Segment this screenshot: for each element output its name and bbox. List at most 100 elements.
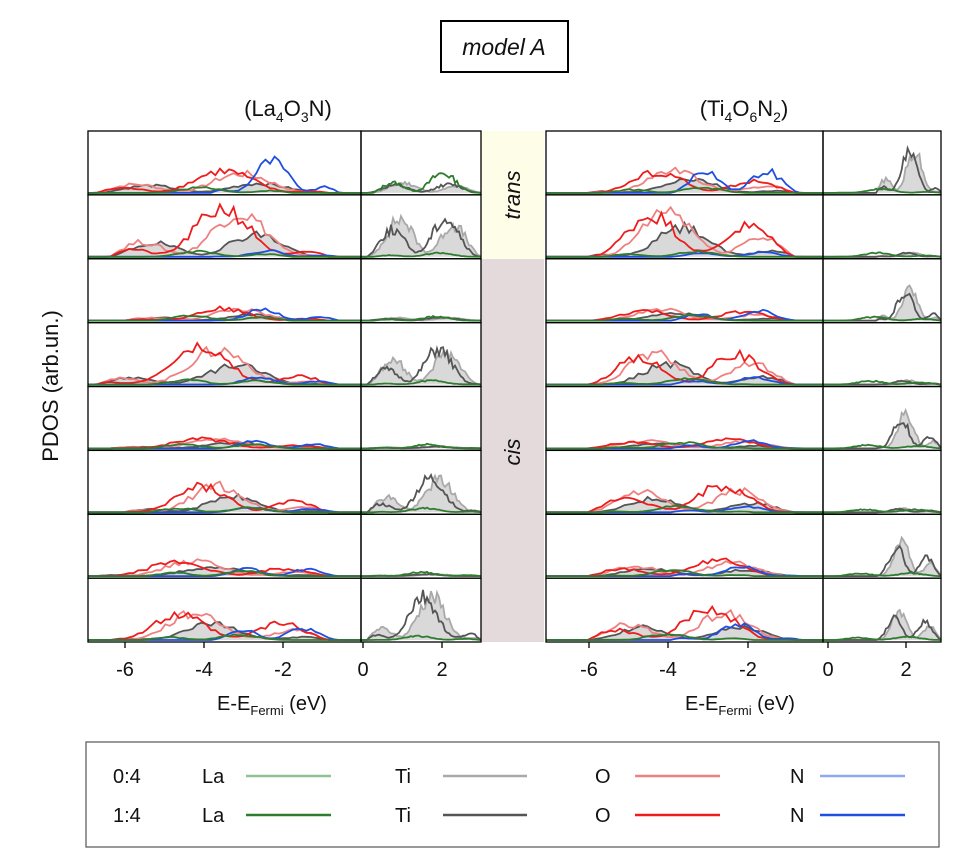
series-la-cb-right-row0: [823, 187, 942, 194]
series-la-cb-right-row5: [823, 508, 942, 514]
panel-left-cb-row6: [360, 513, 482, 579]
series-ti14-cb-left-row1: [361, 217, 482, 258]
series-la-cb-right-row1: [823, 251, 942, 258]
panel-right-cb-row7: [822, 577, 942, 643]
tick-label-left-m2: -2: [274, 659, 292, 681]
series-la-right-row5: [546, 504, 823, 514]
panel-grid: [87, 130, 942, 648]
panel-left-cb-row2: [360, 258, 482, 324]
series-o14-left-row1: [88, 202, 361, 258]
series-ti-cb-left-row1-fill: [361, 216, 481, 257]
series-ti14-cb-left-row5: [361, 472, 482, 514]
panel-right-cb-row2: [822, 258, 942, 324]
series-ti-cb-right-row6-fill: [823, 537, 941, 577]
y-axis-label: PDOS (arb.un.): [38, 310, 63, 462]
chart-title: model A: [462, 34, 546, 60]
legend-label-la-1: La: [202, 805, 225, 827]
series-ti14-cb-left-row3: [361, 345, 482, 386]
panel-right-cb-row6: [822, 513, 942, 579]
x-axis-label-left: E-EFermi (eV): [217, 693, 327, 718]
series-la-right-row6: [546, 569, 823, 577]
series-la-cb-left-row5: [361, 506, 482, 514]
panel-left-vb-row0: [87, 130, 362, 196]
series-o04-left-row5: [88, 480, 361, 514]
series-ti-left-row3-fill: [88, 363, 361, 385]
legend: 0:4 1:4 La Ti O N La Ti O N: [85, 741, 940, 848]
series-la-cb-left-row4: [361, 442, 482, 450]
series-la-right-row3: [546, 377, 823, 386]
legend-label-o-0: O: [595, 766, 611, 788]
legend-label-ti-1: Ti: [395, 805, 411, 827]
panel-right-cb-row3: [822, 321, 942, 388]
tick-label-right-m2: -2: [739, 659, 757, 681]
series-ti-cb-left-row1: [361, 213, 482, 258]
series-ti-cb-right-row4: [823, 407, 942, 450]
tick-label-left-2: 2: [436, 659, 447, 681]
series-ti-cb-right-row4-fill: [823, 410, 941, 449]
series-la-right-row1: [546, 250, 823, 258]
tick-label-right-m6: -6: [580, 659, 598, 681]
legend-label-n-0: N: [790, 766, 804, 788]
series-la-cb-left-row2: [361, 315, 482, 322]
legend-box: [85, 741, 940, 848]
series-la-left-row0: [88, 186, 361, 194]
tick-label-left-m6: -6: [116, 659, 134, 681]
title-box: [440, 20, 569, 73]
panel-left-cb-row4: [360, 385, 482, 452]
panel-right-vb-row7: [545, 577, 824, 643]
series-la-cb-left-row7: [361, 634, 482, 641]
series-la-cb-right-row4: [823, 443, 942, 450]
series-ti-cb-left-row3: [361, 349, 482, 386]
series-la-cb-right-row3: [823, 379, 942, 386]
series-la-cb-left-row1: [361, 251, 482, 258]
series-ti-cb-right-row6: [823, 535, 942, 577]
panel-left-cb-row0: [360, 130, 482, 196]
legend-label-o-1: O: [595, 805, 611, 827]
series-ti-right-row1-fill: [546, 222, 823, 257]
tick-label-right-2: 2: [900, 659, 911, 681]
series-la-cb-left-row6: [361, 570, 482, 577]
series-la-right-row0: [546, 186, 823, 194]
series-o14-left-row0: [88, 167, 361, 194]
series-ti-cb-left-row0-fill: [361, 181, 481, 193]
series-la-left-row4: [88, 442, 361, 450]
series-ti-cb-right-row2: [823, 284, 942, 322]
group-label-right: (Ti4O6N2): [700, 96, 789, 125]
series-ti-left-row7-fill: [88, 622, 361, 640]
series-la-left-row6: [88, 569, 361, 577]
series-ti-left-row5-fill: [88, 494, 361, 513]
series-la-left-row1: [88, 249, 361, 258]
cis-label: cis: [500, 439, 525, 466]
series-ti-cb-left-row5: [361, 473, 482, 514]
x-axis-label-right: E-EFermi (eV): [685, 693, 795, 718]
series-la-left-row5: [88, 506, 361, 514]
legend-ratio-0: 0:4: [113, 766, 141, 788]
series-la-right-row7: [546, 633, 823, 641]
series-la-left-row3: [88, 378, 361, 386]
legend-label-ti-0: Ti: [395, 766, 411, 788]
series-ti-left-row4-fill: [88, 442, 361, 449]
series-la-cb-right-row7: [823, 635, 941, 641]
tick-label-right-0: 0: [822, 659, 833, 681]
panel-left-cb-row7: [360, 577, 482, 643]
series-ti-right-row7-fill: [546, 625, 823, 640]
series-o04-right-row5: [546, 486, 823, 514]
panel-right-vb-row4: [545, 385, 824, 452]
series-ti-cb-left-row5-fill: [361, 475, 481, 513]
series-la-right-row4: [546, 441, 823, 450]
panel-left-vb-row2: [87, 258, 362, 324]
legend-ratio-1: 1:4: [113, 805, 141, 827]
series-la-cb-left-row0: [361, 172, 482, 194]
series-la-cb-right-row2: [823, 315, 942, 322]
panel-right-cb-row1: [822, 194, 942, 260]
series-o14-left-row3: [88, 341, 361, 386]
series-ti14-cb-left-row7: [361, 589, 482, 641]
group-label-left: (La4O3N): [244, 96, 332, 125]
series-la-left-row7: [88, 633, 361, 641]
trans-label: trans: [500, 171, 525, 220]
panel-right-cb-row5: [822, 449, 942, 515]
trans-band: [481, 131, 544, 259]
tick-label-right-m4: -4: [659, 659, 677, 681]
legend-label-n-1: N: [790, 805, 804, 827]
